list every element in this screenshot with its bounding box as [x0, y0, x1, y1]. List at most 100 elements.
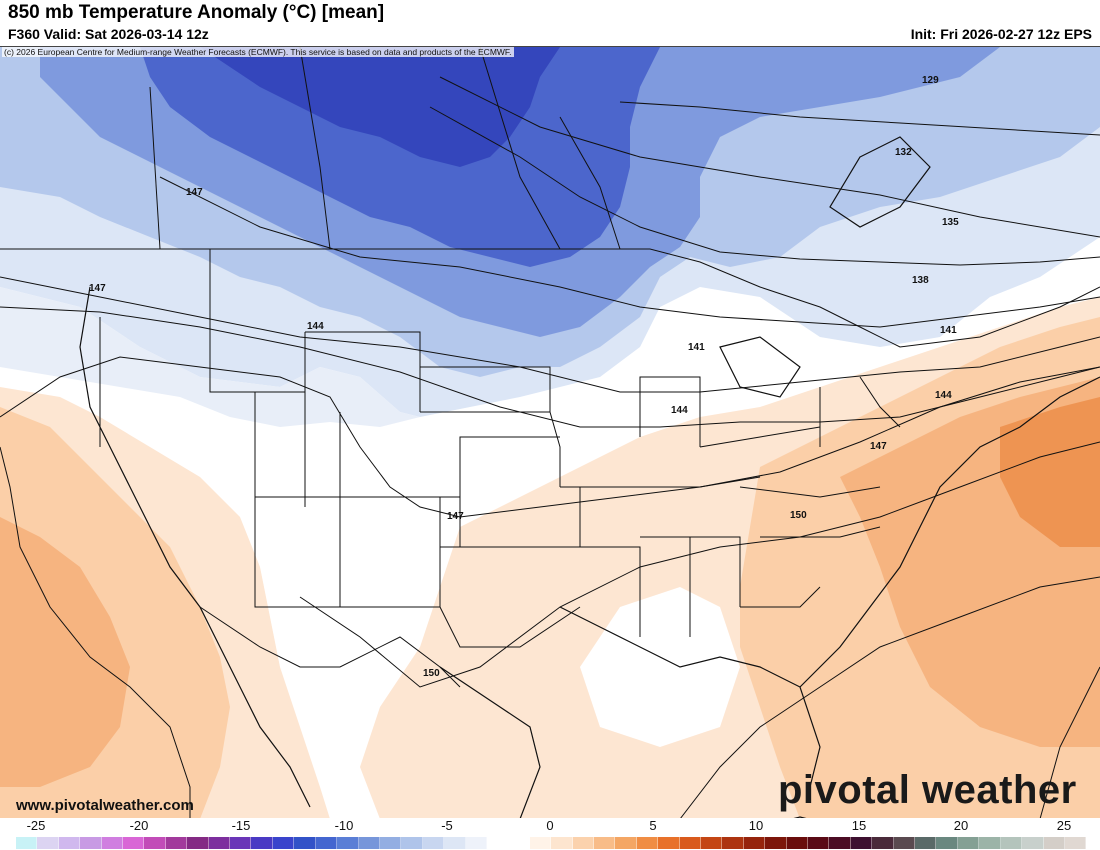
colorbar-swatch — [230, 837, 252, 849]
contour-label: 147 — [870, 441, 887, 452]
colorbar-swatch — [294, 837, 316, 849]
colorbar-swatches — [16, 837, 1087, 849]
colorbar-swatch — [58, 837, 81, 849]
contour-135 — [429, 106, 1100, 266]
colorbar-swatch — [679, 837, 701, 849]
site-url[interactable]: www.pivotalweather.com — [16, 797, 194, 814]
colorbar-tick: 0 — [546, 818, 554, 833]
colorbar-tick: 20 — [953, 818, 969, 833]
colorbar-swatch — [808, 837, 830, 849]
colorbar-swatch — [251, 837, 273, 849]
colorbar-swatch — [872, 837, 894, 849]
contour-label: 141 — [940, 325, 957, 336]
colorbar-swatch — [1043, 837, 1065, 849]
init-time: Init: Fri 2026-02-27 12z EPS — [910, 26, 1092, 42]
anomaly-cold-pale-west — [0, 287, 420, 427]
colorbar-swatch — [80, 837, 102, 849]
colorbar-swatch — [444, 837, 466, 849]
colorbar-swatch — [337, 837, 359, 849]
colorbar: -25 -20 -15 -10 -5 0 5 10 15 20 25 — [0, 818, 1100, 850]
contour-label: 141 — [688, 342, 705, 353]
colorbar-tick: -5 — [441, 818, 453, 833]
colorbar-swatch — [508, 837, 530, 849]
colorbar-swatch — [465, 837, 487, 849]
colorbar-tick: 25 — [1056, 818, 1072, 833]
contour-132 — [439, 76, 1100, 238]
colorbar-swatch — [615, 837, 637, 849]
brand-logo: pivotal weather — [778, 768, 1077, 812]
colorbar-swatch — [272, 837, 295, 849]
colorbar-swatch — [893, 837, 916, 849]
colorbar-swatch — [636, 837, 659, 849]
colorbar-swatch — [551, 837, 573, 849]
colorbar-swatch — [358, 837, 380, 849]
colorbar-swatch — [658, 837, 680, 849]
colorbar-swatch — [915, 837, 937, 849]
contour-150-ne — [1039, 666, 1100, 819]
colorbar-tick: -15 — [231, 818, 251, 833]
colorbar-swatch — [401, 837, 423, 849]
colorbar-swatch — [379, 837, 402, 849]
contour-label: 144 — [935, 390, 952, 401]
boundary-lines — [0, 47, 1100, 688]
contour-147-west — [0, 446, 191, 819]
colorbar-swatch — [165, 837, 188, 849]
contour-label: 135 — [942, 217, 959, 228]
contour-label: 147 — [89, 283, 106, 294]
forecast-map[interactable]: 129 132 135 138 141 141 144 144 144 147 … — [0, 46, 1100, 819]
colorbar-swatch — [16, 837, 38, 849]
contour-141 — [0, 276, 1100, 393]
ecmwf-credit: (c) 2026 European Centre for Medium-rang… — [2, 47, 514, 57]
colorbar-swatch — [743, 837, 766, 849]
contour-label: 129 — [922, 75, 939, 86]
colorbar-swatch — [208, 837, 231, 849]
colorbar-swatch — [829, 837, 851, 849]
colorbar-tick: 10 — [748, 818, 764, 833]
contour-label: 147 — [186, 187, 203, 198]
map-title: 850 mb Temperature Anomaly (°C) [mean] — [8, 2, 385, 23]
colorbar-swatch — [979, 837, 1001, 849]
colorbar-swatch — [572, 837, 594, 849]
colorbar-swatch — [1064, 837, 1087, 849]
colorbar-swatch — [529, 837, 552, 849]
colorbar-swatch — [957, 837, 980, 849]
anomaly-cold-deepest — [200, 47, 560, 167]
anomaly-warm-mid-west — [0, 517, 130, 787]
contour-label: 150 — [790, 510, 807, 521]
colorbar-tick: -10 — [334, 818, 354, 833]
colorbar-swatch — [850, 837, 873, 849]
colorbar-swatch — [786, 837, 809, 849]
contour-129 — [619, 101, 1100, 136]
anomaly-warm-deep — [1000, 397, 1100, 547]
colorbar-swatch — [315, 837, 338, 849]
colorbar-swatch — [123, 837, 145, 849]
colorbar-tick: -20 — [129, 818, 149, 833]
colorbar-swatch — [1022, 837, 1044, 849]
colorbar-swatch — [422, 837, 445, 849]
colorbar-swatch — [37, 837, 59, 849]
colorbar-swatch — [936, 837, 958, 849]
contour-144 — [0, 306, 1100, 428]
colorbar-swatch — [486, 837, 509, 849]
colorbar-swatch — [701, 837, 723, 849]
colorbar-swatch — [765, 837, 787, 849]
colorbar-swatch — [722, 837, 744, 849]
contour-138 — [159, 176, 1100, 328]
colorbar-swatch — [101, 837, 124, 849]
contour-label-group: 129 132 135 138 141 141 144 144 144 147 … — [89, 75, 959, 679]
map-header: 850 mb Temperature Anomaly (°C) [mean] F… — [0, 0, 1100, 46]
gulf-white-area — [580, 587, 740, 747]
contour-label: 132 — [895, 147, 912, 158]
contour-label: 150 — [423, 668, 440, 679]
valid-time: F360 Valid: Sat 2026-03-14 12z — [8, 26, 209, 42]
colorbar-swatch — [593, 837, 616, 849]
colorbar-swatch — [1000, 837, 1023, 849]
contour-label: 144 — [671, 405, 688, 416]
contour-150-east — [679, 576, 1100, 819]
colorbar-swatch — [187, 837, 209, 849]
contour-147 — [0, 356, 1100, 518]
map-canvas: 129 132 135 138 141 141 144 144 144 147 … — [0, 47, 1100, 819]
colorbar-tick: 15 — [851, 818, 867, 833]
height-contours — [0, 76, 1100, 819]
contour-label: 138 — [912, 275, 929, 286]
